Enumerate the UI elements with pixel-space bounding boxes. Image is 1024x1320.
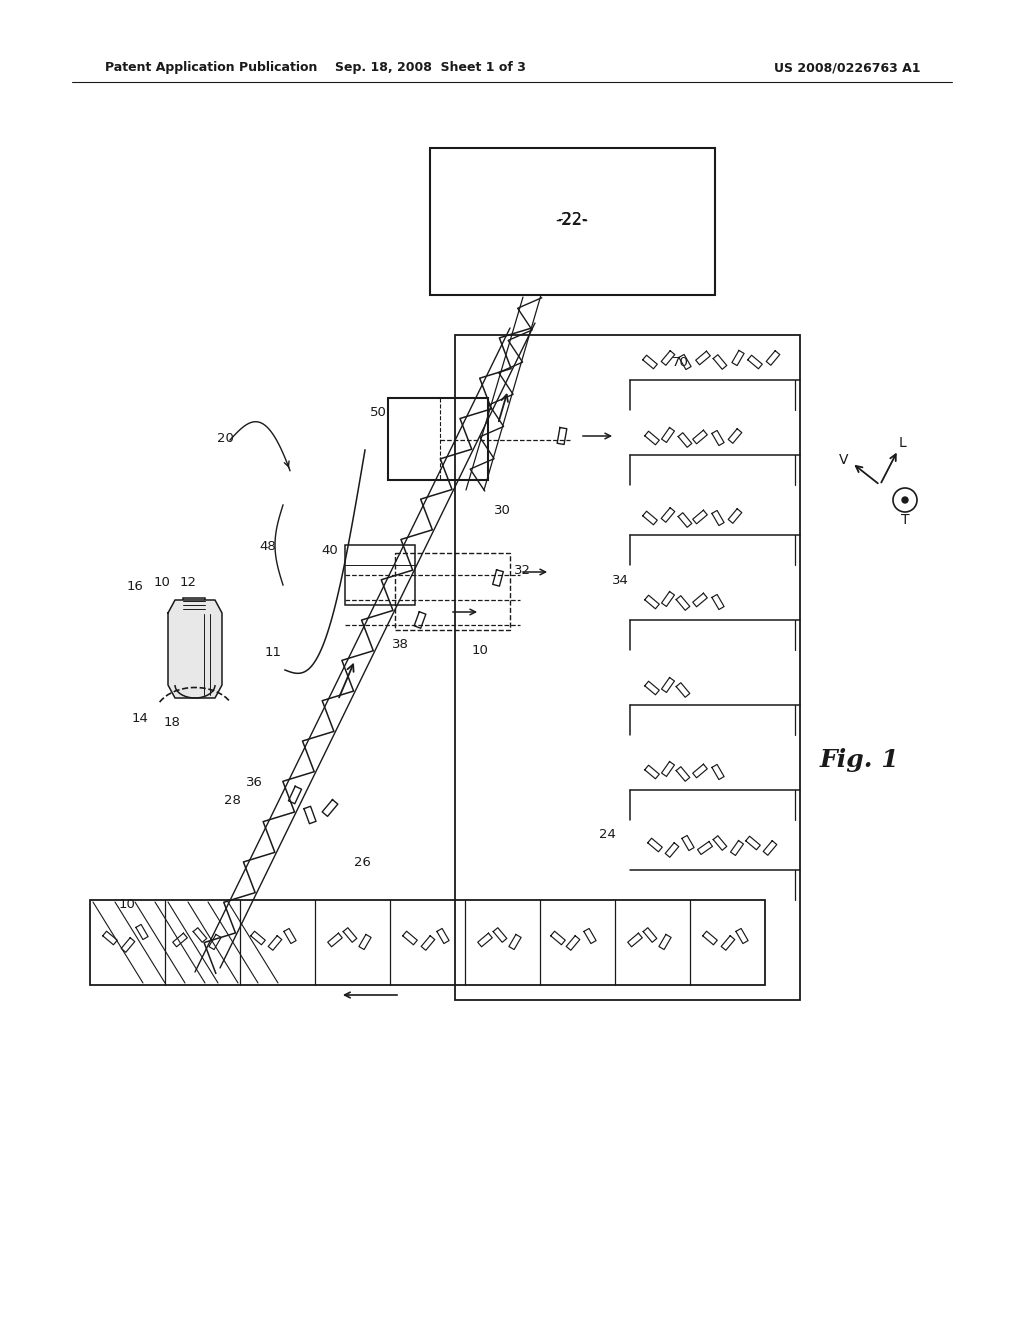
Text: 70: 70 [672, 355, 688, 368]
Text: 28: 28 [223, 793, 241, 807]
Bar [455, 335, 800, 1001]
Text: 40: 40 [322, 544, 338, 557]
Text: 10: 10 [154, 576, 170, 589]
Text: 36: 36 [246, 776, 262, 789]
Bar [183, 598, 205, 612]
Text: Patent Application Publication: Patent Application Publication [105, 62, 317, 74]
Bar [388, 399, 488, 480]
Polygon shape [168, 601, 222, 698]
Text: 18: 18 [164, 715, 180, 729]
Text: T: T [901, 513, 909, 527]
Bar [345, 545, 415, 605]
Text: 32: 32 [513, 564, 530, 577]
Text: Fig. 1: Fig. 1 [820, 748, 900, 772]
Text: 20: 20 [216, 432, 233, 445]
Text: 30: 30 [494, 503, 510, 516]
Text: 10: 10 [472, 644, 488, 656]
Text: US 2008/0226763 A1: US 2008/0226763 A1 [773, 62, 920, 74]
Text: 26: 26 [353, 855, 371, 869]
Text: -22-: -22- [555, 211, 589, 228]
Text: V: V [840, 453, 849, 467]
Text: 11: 11 [264, 647, 282, 660]
Text: 48: 48 [260, 540, 276, 553]
Bar [395, 553, 510, 630]
Text: Sep. 18, 2008  Sheet 1 of 3: Sep. 18, 2008 Sheet 1 of 3 [335, 62, 525, 74]
Text: 14: 14 [131, 711, 148, 725]
Text: 12: 12 [179, 577, 197, 590]
Text: L: L [898, 436, 906, 450]
Bar [430, 148, 715, 294]
Text: 50: 50 [370, 407, 386, 420]
Text: 34: 34 [611, 573, 629, 586]
Circle shape [902, 498, 908, 503]
Bar [90, 900, 765, 985]
Text: 10: 10 [119, 899, 135, 912]
Text: 16: 16 [127, 581, 143, 594]
Text: 24: 24 [599, 829, 615, 842]
Text: 38: 38 [391, 639, 409, 652]
Text: -22-: -22- [557, 213, 587, 227]
